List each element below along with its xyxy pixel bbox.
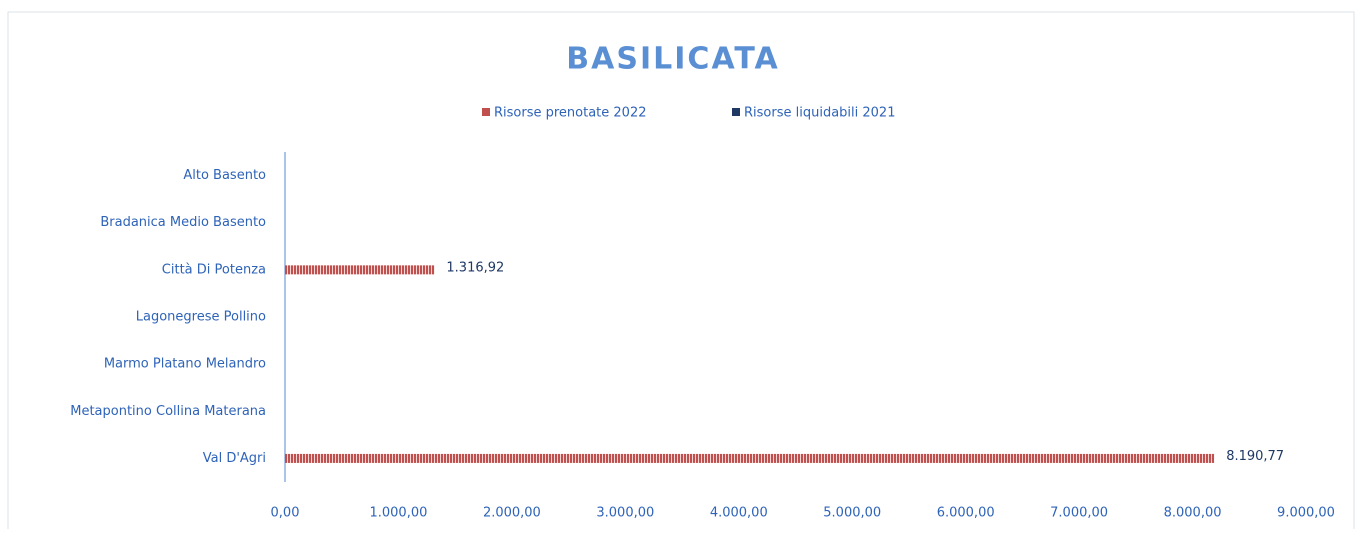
- x-tick-label: 2.000,00: [483, 506, 541, 521]
- y-tick-label: Lagonegrese Pollino: [136, 310, 266, 325]
- x-tick-label: 5.000,00: [823, 506, 881, 521]
- y-tick-label: Bradanica Medio Basento: [100, 215, 266, 230]
- y-tick-label: Val D'Agri: [203, 451, 266, 466]
- x-tick-label: 8.000,00: [1164, 506, 1222, 521]
- x-tick-label: 4.000,00: [710, 506, 768, 521]
- value-label: 1.316,92: [446, 260, 504, 275]
- legend-swatch: [482, 108, 490, 116]
- bar: [285, 265, 435, 275]
- legend-label: Risorse prenotate 2022: [494, 106, 647, 121]
- x-tick-label: 0,00: [271, 506, 300, 521]
- y-tick-label: Marmo Platano Melandro: [104, 357, 266, 372]
- x-tick-label: 7.000,00: [1050, 506, 1108, 521]
- legend-label: Risorse liquidabili 2021: [744, 106, 895, 121]
- value-label: 8.190,77: [1226, 449, 1284, 464]
- x-tick-label: 1.000,00: [369, 506, 427, 521]
- y-tick-label: Città Di Potenza: [162, 262, 266, 277]
- y-tick-label: Metapontino Collina Materana: [70, 404, 266, 419]
- y-tick-label: Alto Basento: [183, 168, 266, 183]
- x-tick-label: 3.000,00: [596, 506, 654, 521]
- legend-swatch: [732, 108, 740, 116]
- x-tick-label: 9.000,00: [1277, 506, 1335, 521]
- x-tick-label: 6.000,00: [937, 506, 995, 521]
- chart-title: BASILICATA: [566, 42, 779, 77]
- bar: [285, 453, 1215, 463]
